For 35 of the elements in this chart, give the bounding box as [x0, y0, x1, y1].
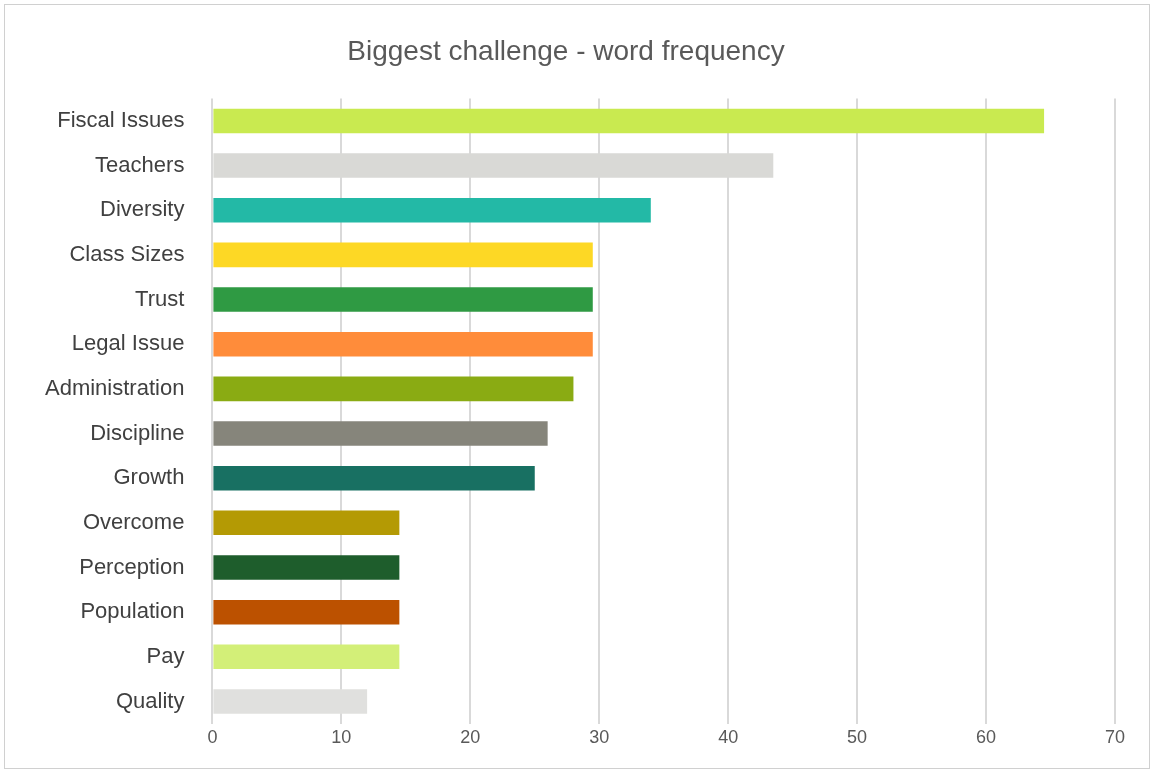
y-tick-label: Fiscal Issues — [57, 106, 185, 132]
x-tick-label: 30 — [589, 726, 610, 747]
bar — [213, 287, 593, 312]
bar — [213, 510, 400, 536]
bar — [213, 644, 400, 670]
bar — [213, 599, 400, 625]
x-tick-label: 50 — [847, 726, 868, 747]
x-tick-label: 0 — [207, 726, 218, 747]
y-tick-label: Quality — [115, 687, 185, 713]
bar — [213, 465, 535, 491]
y-tick-label: Legal Issue — [71, 330, 185, 356]
y-tick-label: Discipline — [90, 419, 185, 445]
y-tick-label: Teachers — [95, 151, 185, 177]
bar — [213, 242, 593, 268]
y-tick-label: Trust — [135, 285, 185, 311]
bar — [213, 108, 1045, 134]
y-tick-label: Overcome — [82, 508, 185, 534]
x-tick-label: 40 — [718, 726, 739, 747]
x-tick-label: 10 — [331, 726, 352, 747]
bar — [213, 331, 593, 357]
chart-title: Biggest challenge - word frequency — [347, 34, 785, 66]
y-tick-label: Population — [80, 598, 185, 624]
x-tick-label: 70 — [1104, 726, 1126, 747]
y-tick-label: Perception — [79, 553, 185, 579]
bar — [213, 555, 400, 580]
y-tick-label: Pay — [146, 642, 185, 668]
x-tick-label: 20 — [460, 726, 481, 747]
bar — [213, 376, 574, 402]
y-tick-label: Class Sizes — [69, 240, 185, 266]
y-tick-label: Diversity — [100, 196, 185, 222]
bar — [213, 421, 548, 446]
bar — [213, 197, 651, 223]
y-tick-label: Administration — [45, 374, 185, 400]
y-tick-label: Growth — [113, 464, 185, 490]
x-tick-label: 60 — [976, 726, 997, 747]
